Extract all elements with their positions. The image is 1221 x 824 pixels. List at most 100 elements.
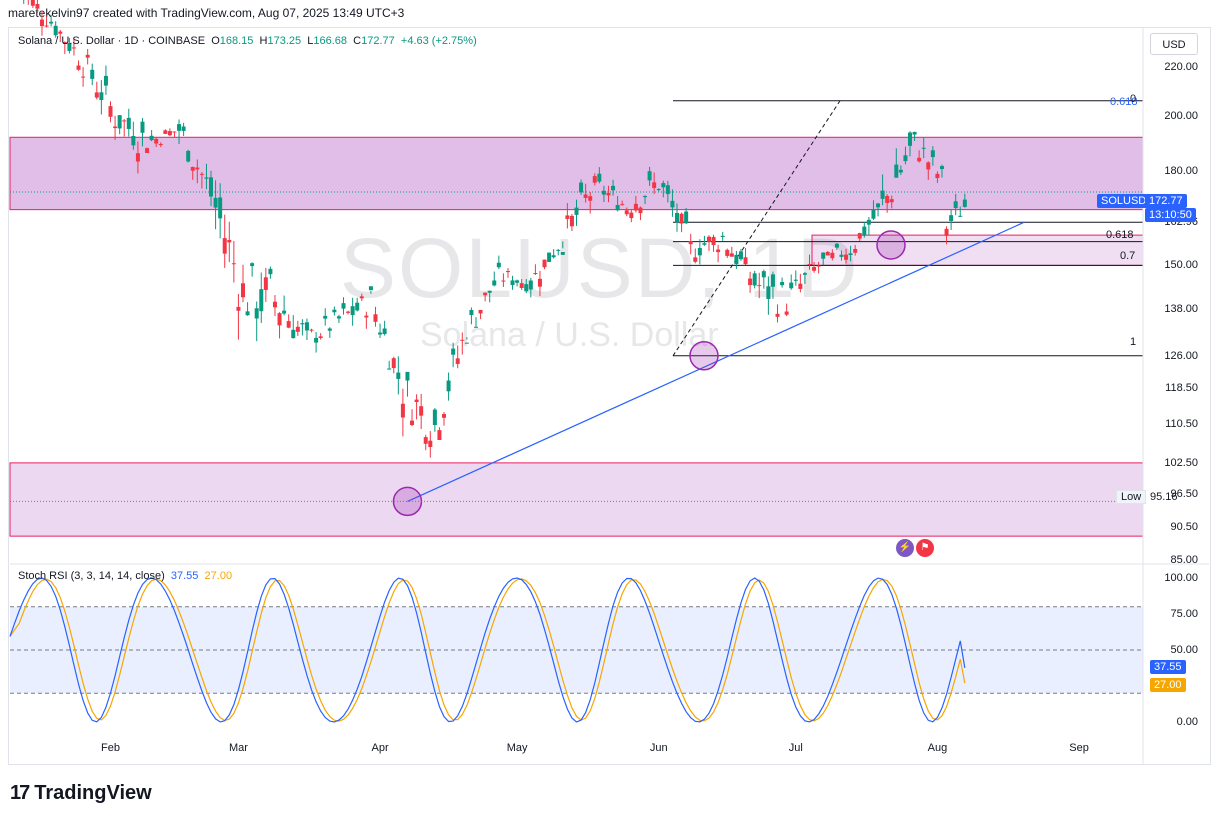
candle-body <box>629 212 634 219</box>
candle-body <box>30 0 35 6</box>
candle-body <box>885 196 890 203</box>
candle-body <box>898 169 903 173</box>
zone-0 <box>9 136 1144 211</box>
candle-body <box>163 130 168 134</box>
currency-button[interactable]: USD <box>1150 33 1198 55</box>
candle-body <box>839 254 844 257</box>
candle-body <box>346 311 351 313</box>
candle-body <box>277 313 282 326</box>
symbol-label: Solana / U.S. Dollar · 1D · COINBASE <box>18 35 206 47</box>
candle-body <box>780 282 785 286</box>
candle-body <box>807 263 812 265</box>
candle-body <box>652 182 657 188</box>
candle-body <box>880 190 885 199</box>
event-icons[interactable]: ⚡ ⚑ <box>896 539 934 557</box>
candle-body <box>373 314 378 322</box>
candle-body <box>387 368 392 370</box>
low-value-tag: 95.16 <box>1150 491 1178 503</box>
candle-body <box>396 372 401 379</box>
candle-body <box>551 255 556 258</box>
candle-body <box>103 75 108 86</box>
open-value: 168.15 <box>219 35 254 47</box>
candle-body <box>53 25 58 36</box>
candle-body <box>400 403 405 418</box>
candle-body <box>158 143 163 146</box>
candle-body <box>304 322 309 331</box>
candle-body <box>953 201 958 209</box>
chart-header: maretekelvin97 created with TradingView.… <box>8 6 405 20</box>
candle-body <box>245 311 250 316</box>
candle-body <box>757 285 762 287</box>
candle-body <box>716 249 721 253</box>
candle-body <box>601 190 606 195</box>
candle-body <box>624 210 629 215</box>
candle-body <box>464 342 469 344</box>
us-flag-event-icon[interactable]: ⚑ <box>916 539 934 557</box>
candle-body <box>336 316 341 319</box>
price-tick-label: 118.50 <box>1165 381 1198 394</box>
high-value: 173.25 <box>267 35 302 47</box>
candle-body <box>428 440 433 448</box>
candle-body <box>300 323 305 325</box>
candle-body <box>679 213 684 224</box>
rsi-legend: Stoch RSI (3, 3, 14, 14, close) 37.55 27… <box>18 570 232 582</box>
candle-body <box>725 249 730 256</box>
candle-body <box>250 263 255 267</box>
time-tick-label: Mar <box>228 742 248 754</box>
flash-event-icon[interactable]: ⚡ <box>896 539 914 557</box>
candle-body <box>597 173 602 182</box>
candle-body <box>830 252 835 259</box>
close-value: 172.77 <box>361 35 395 47</box>
rsi-band <box>10 606 1143 694</box>
fib-diagonal <box>672 100 841 357</box>
candle-body <box>227 239 232 243</box>
candle-body <box>560 251 565 255</box>
rsi-tick-label: 75.00 <box>1170 608 1198 620</box>
rsi-tick-label: 0.00 <box>1176 716 1198 728</box>
candle-body <box>181 126 186 131</box>
candle-body <box>825 251 830 256</box>
candle-body <box>515 280 520 283</box>
price-tick-label: 180.00 <box>1164 164 1198 177</box>
candle-body <box>478 309 483 314</box>
candle-body <box>323 315 328 319</box>
candle-body <box>76 65 81 70</box>
candle-body <box>930 150 935 158</box>
time-tick-label: Sep <box>1069 742 1089 754</box>
candle-body <box>172 131 177 133</box>
candle-body <box>647 171 652 181</box>
candle-body <box>519 283 524 288</box>
candle-body <box>675 212 680 223</box>
symbol-legend: Solana / U.S. Dollar · 1D · COINBASE O16… <box>18 35 477 47</box>
candle-body <box>935 173 940 179</box>
candle-body <box>802 273 807 275</box>
candle-body <box>126 117 131 129</box>
tradingview-logo: 17 TradingView <box>10 782 152 805</box>
candle-body <box>49 21 54 24</box>
pivot-circle-1 <box>689 341 719 371</box>
candle-body <box>528 280 533 290</box>
candle-body <box>62 42 67 44</box>
candle-body <box>866 219 871 225</box>
candle-body <box>272 301 277 308</box>
candle-body <box>204 177 209 179</box>
candle-body <box>85 54 90 58</box>
watermark-ticker: SOLUSD, 1D <box>340 221 860 315</box>
candle-body <box>286 321 291 328</box>
candle-body <box>259 289 264 312</box>
candle-body <box>190 167 195 171</box>
candle-body <box>638 207 643 214</box>
candle-body <box>533 273 538 275</box>
candle-body <box>848 253 853 256</box>
candle-body <box>131 136 136 146</box>
candle-body <box>643 196 648 198</box>
candle-body <box>834 243 839 248</box>
candle-body <box>793 279 798 281</box>
price-tick-label: 96.50 <box>1170 488 1198 501</box>
open-label: O <box>211 35 220 47</box>
candle-body <box>67 43 72 51</box>
fib-label-618: 0.618 <box>1106 229 1134 241</box>
candle-body <box>117 115 122 129</box>
candle-body <box>282 310 287 314</box>
